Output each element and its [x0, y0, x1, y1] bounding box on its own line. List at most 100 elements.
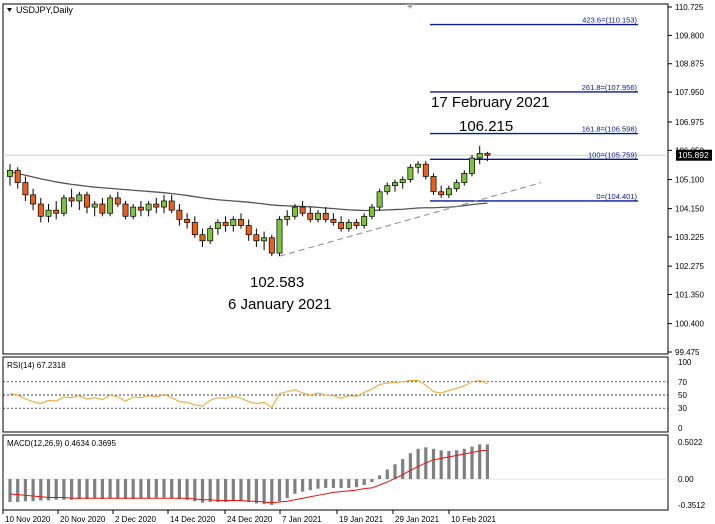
candle-body[interactable]	[184, 219, 191, 223]
candle-body[interactable]	[407, 166, 414, 180]
candle-body[interactable]	[430, 176, 437, 193]
candle-body[interactable]	[14, 169, 21, 183]
price-tick-label: 101.350	[675, 291, 704, 300]
candle-body[interactable]	[299, 206, 306, 214]
rsi-panel[interactable]	[2, 356, 669, 433]
candle-body[interactable]	[399, 179, 406, 183]
candle-body[interactable]	[253, 234, 260, 242]
candle-body[interactable]	[168, 200, 175, 211]
macd-histogram-bar	[308, 479, 312, 491]
macd-histogram-bar	[108, 479, 112, 499]
candle-body[interactable]	[345, 222, 352, 229]
candle-body[interactable]	[469, 157, 475, 174]
candle-body[interactable]	[107, 197, 114, 214]
candle-body[interactable]	[37, 203, 44, 217]
candle-body[interactable]	[199, 234, 206, 242]
candle-body[interactable]	[137, 206, 144, 211]
candle-body[interactable]	[438, 191, 445, 196]
candle-body[interactable]	[153, 203, 160, 208]
date-tick-label: 10 Nov 2020	[5, 515, 51, 524]
candle-body[interactable]	[322, 212, 329, 220]
macd-histogram-bar	[247, 479, 251, 502]
candle-body[interactable]	[207, 228, 214, 242]
macd-histogram-bar	[23, 479, 27, 502]
candle-body[interactable]	[261, 237, 268, 242]
price-tick-label: 110.725	[675, 3, 704, 12]
candle-body[interactable]	[230, 219, 237, 226]
candle-body[interactable]	[445, 188, 452, 196]
price-panel[interactable]	[2, 3, 669, 355]
candle-body[interactable]	[376, 191, 383, 208]
macd-panel[interactable]	[2, 434, 669, 511]
macd-histogram-bar	[16, 479, 20, 502]
macd-histogram-bar	[70, 479, 74, 500]
price-tick-label: 106.975	[675, 118, 704, 127]
macd-histogram-bar	[116, 479, 120, 499]
candle-body[interactable]	[422, 163, 429, 177]
moving-average	[9, 171, 488, 212]
candle-body[interactable]	[145, 203, 152, 211]
candle-body[interactable]	[122, 203, 129, 217]
collapse-triangle-icon[interactable]	[7, 8, 12, 12]
macd-histogram-bar	[200, 479, 205, 503]
macd-histogram-bar	[224, 479, 228, 502]
candle-body[interactable]	[222, 222, 229, 226]
candle-body[interactable]	[392, 182, 398, 186]
candle-body[interactable]	[484, 153, 491, 156]
candle-body[interactable]	[276, 219, 283, 254]
candle-body[interactable]	[361, 215, 368, 226]
candle-body[interactable]	[176, 209, 183, 220]
ma-line	[9, 171, 488, 212]
candles[interactable]	[7, 145, 491, 257]
candle-body[interactable]	[353, 222, 360, 226]
candle-body[interactable]	[415, 163, 422, 168]
price-tick-label: 102.275	[675, 262, 704, 271]
macd-histogram-bar	[131, 479, 135, 500]
candle-body[interactable]	[91, 203, 98, 208]
candle-body[interactable]	[291, 206, 298, 217]
candle-body[interactable]	[330, 219, 337, 223]
candle-body[interactable]	[68, 197, 75, 202]
candle-body[interactable]	[99, 203, 106, 214]
candle-body[interactable]	[30, 194, 37, 205]
candle-body[interactable]	[76, 194, 83, 202]
candle-body[interactable]	[53, 209, 60, 214]
macd-histogram-bar	[239, 479, 243, 502]
trendline	[279, 182, 542, 257]
date-tick-label: 24 Dec 2020	[227, 515, 273, 524]
candle-body[interactable]	[7, 169, 13, 177]
candle-body[interactable]	[238, 219, 244, 226]
macd-histogram-bar	[77, 479, 81, 500]
macd-histogram-bar	[447, 451, 451, 480]
candle-body[interactable]	[453, 182, 460, 190]
macd-axis-label: 0.00	[678, 475, 694, 484]
candle-body[interactable]	[22, 182, 29, 196]
candle-body[interactable]	[461, 173, 468, 183]
candle-body[interactable]	[384, 185, 391, 193]
candle-body[interactable]	[315, 212, 321, 220]
candle-body[interactable]	[214, 222, 221, 229]
date-tick-label: 29 Jan 2021	[395, 515, 440, 524]
date-tick-label: 10 Feb 2021	[451, 515, 496, 524]
macd-histogram-bar	[147, 479, 151, 499]
candle-body[interactable]	[476, 153, 483, 159]
shift-marker-icon[interactable]	[406, 4, 414, 9]
date-axis: 10 Nov 2020 20 Nov 2020 2 Dec 2020 14 Dec 2…	[2, 510, 496, 524]
candle-body[interactable]	[284, 215, 291, 220]
candle-body[interactable]	[307, 212, 314, 220]
candle-body[interactable]	[368, 206, 375, 217]
candle-body[interactable]	[338, 222, 345, 229]
candle-body[interactable]	[45, 209, 52, 217]
candle-body[interactable]	[268, 237, 275, 254]
macd-histogram-bar	[416, 448, 420, 480]
candle-body[interactable]	[114, 197, 121, 205]
candle-body[interactable]	[84, 194, 90, 208]
candle-body[interactable]	[191, 222, 198, 236]
candle-body[interactable]	[161, 200, 167, 208]
date-tick-label: 20 Nov 2020	[60, 515, 106, 524]
candle-body[interactable]	[130, 206, 137, 217]
candle-body[interactable]	[245, 225, 252, 236]
candle-body[interactable]	[60, 197, 67, 214]
rsi-series: 100 70 50 30 0	[3, 358, 692, 433]
